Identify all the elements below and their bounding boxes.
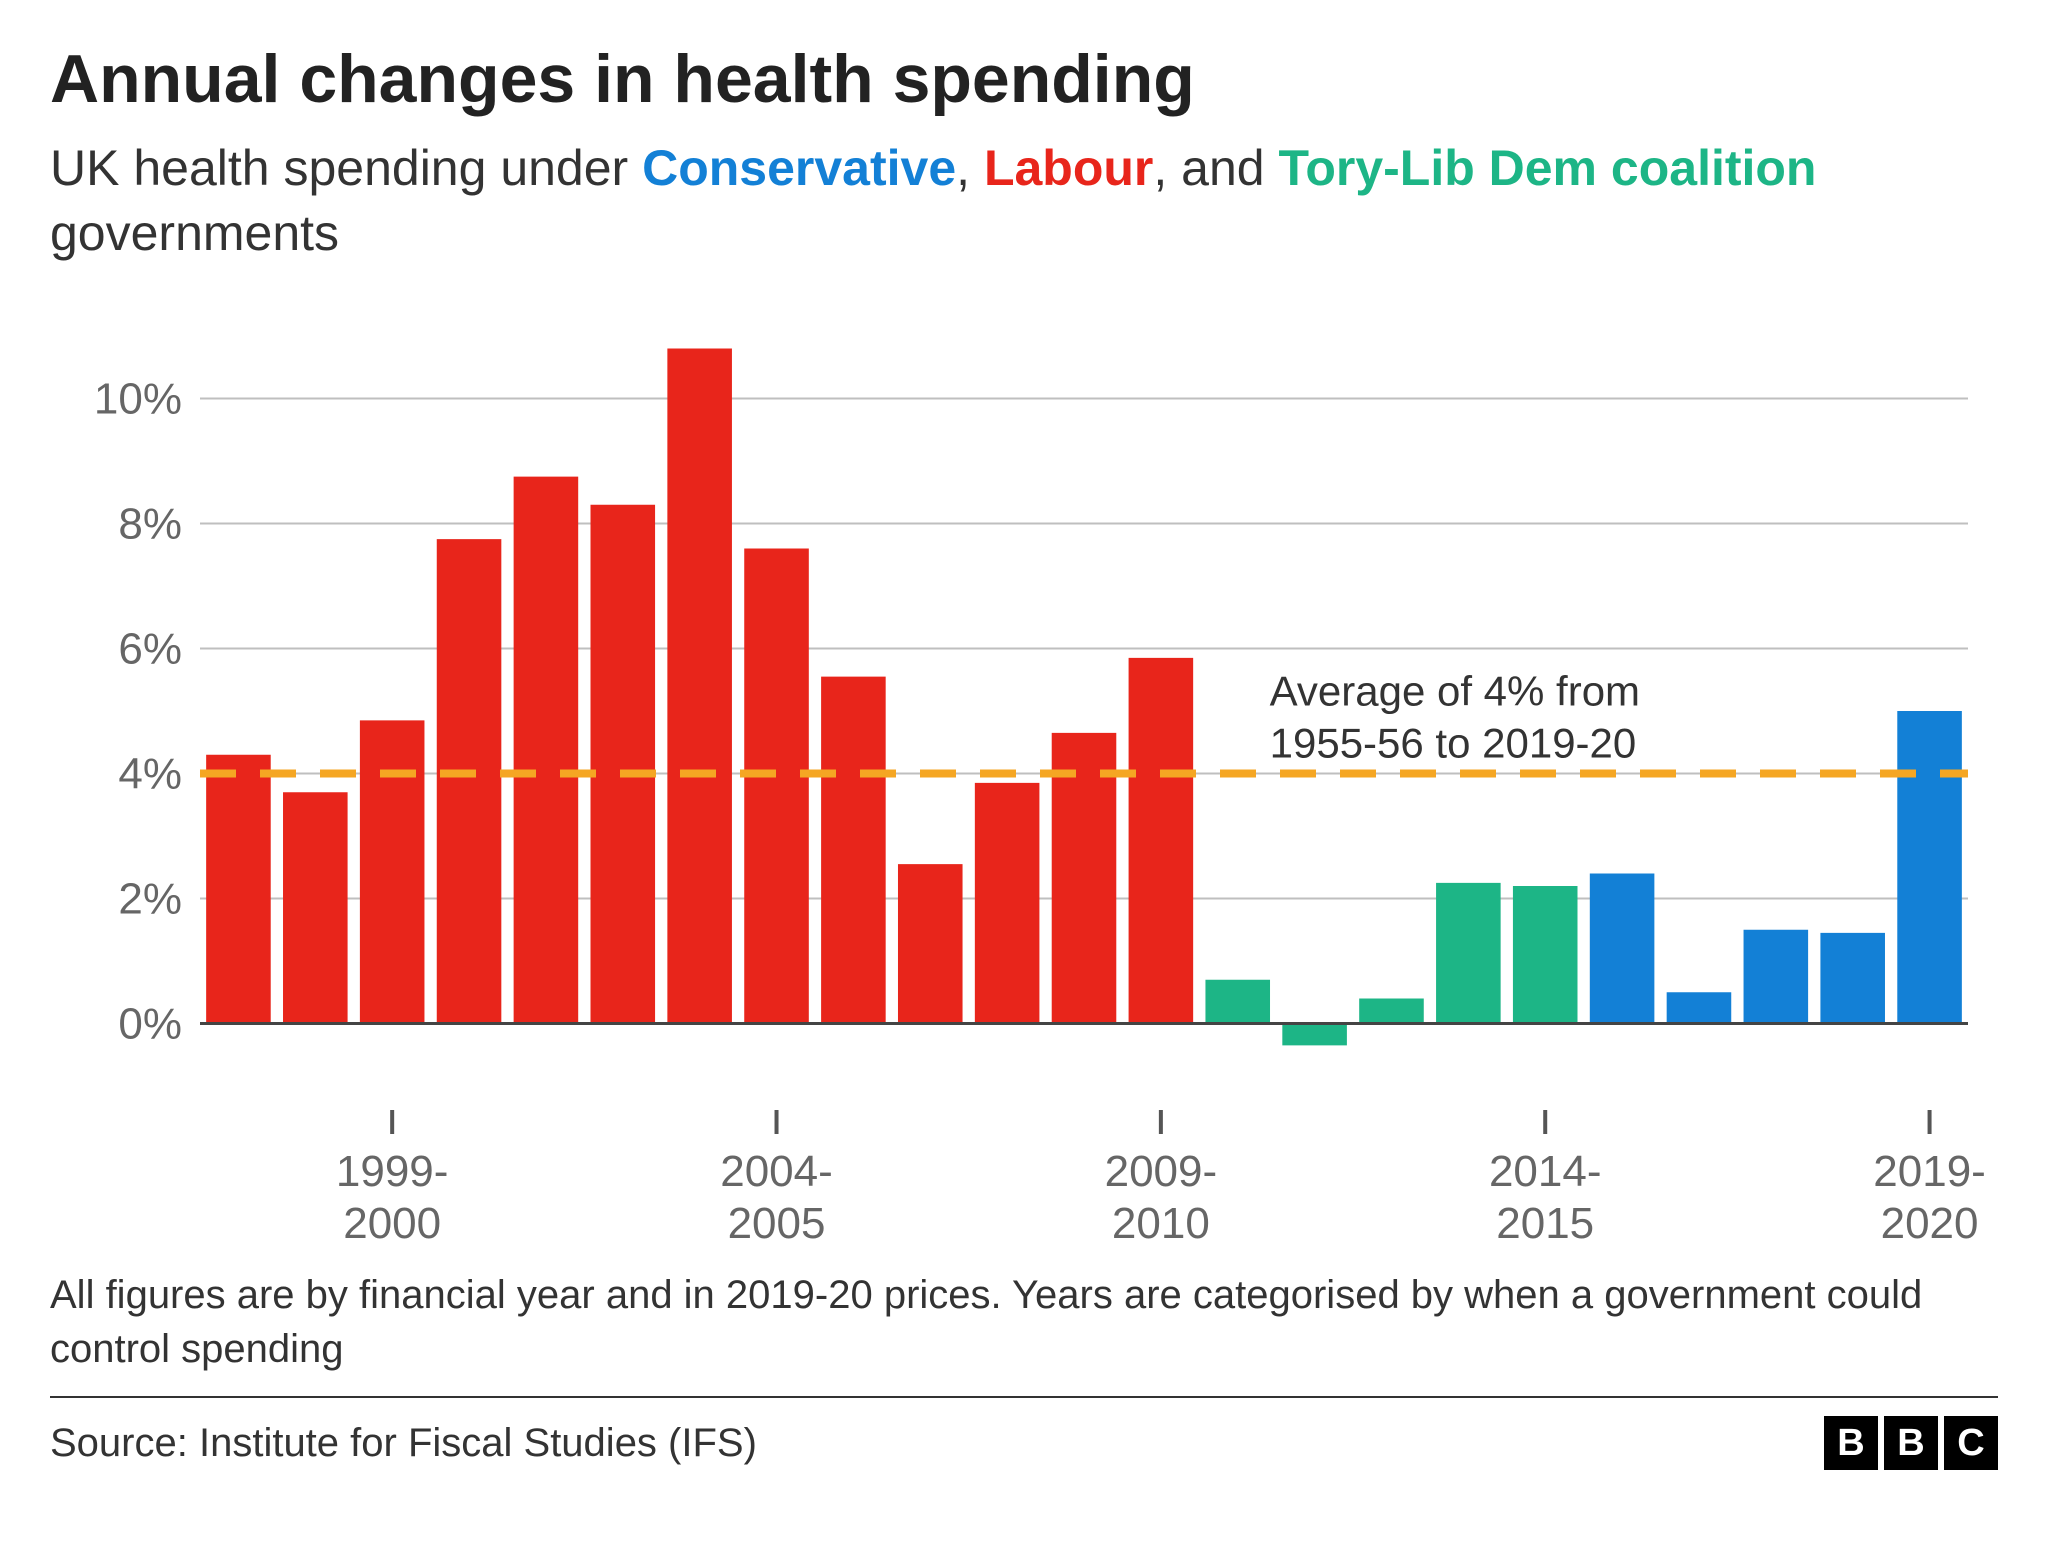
subtitle-segment: governments xyxy=(50,205,339,261)
y-axis-label: 4% xyxy=(118,750,182,799)
subtitle-segment: UK health spending under xyxy=(50,140,642,196)
subtitle-segment: Tory-Lib Dem coalition xyxy=(1278,140,1816,196)
subtitle-segment: Labour xyxy=(984,140,1153,196)
bar xyxy=(1590,874,1655,1024)
bar xyxy=(667,349,732,1024)
average-label-line2: 1955-56 to 2019-20 xyxy=(1270,720,1637,767)
bar xyxy=(1129,658,1194,1024)
y-axis-label: 6% xyxy=(118,625,182,674)
chart-area: 0% 2% 4% 6% 8% 10% Average of 4% from 1955-56 t… xyxy=(50,306,1998,1256)
x-axis-label: 2000 xyxy=(343,1199,441,1248)
bar xyxy=(437,539,502,1023)
bar-chart: 0% 2% 4% 6% 8% 10% Average of 4% from 1955-56 t… xyxy=(50,306,1998,1256)
bar xyxy=(1513,886,1578,1024)
bar xyxy=(744,549,809,1024)
x-axis-label: 2005 xyxy=(728,1199,826,1248)
source-row: Source: Institute for Fiscal Studies (IF… xyxy=(50,1396,1998,1492)
chart-subtitle: UK health spending under Conservative, L… xyxy=(50,136,1998,266)
bbc-logo-letter: B xyxy=(1884,1416,1938,1470)
bar xyxy=(206,755,271,1024)
x-axis-label: 1999- xyxy=(336,1147,449,1196)
bar xyxy=(1667,992,1732,1023)
bar xyxy=(283,792,348,1023)
bar xyxy=(1436,883,1501,1024)
y-axis-label: 2% xyxy=(118,875,182,924)
bar xyxy=(1282,1024,1347,1046)
y-axis-label: 8% xyxy=(118,500,182,549)
bar xyxy=(360,720,425,1023)
source-text: Source: Institute for Fiscal Studies (IF… xyxy=(50,1421,757,1466)
subtitle-segment: Conservative xyxy=(642,140,956,196)
x-axis-label: 2019- xyxy=(1873,1147,1986,1196)
x-axis-label: 2015 xyxy=(1496,1199,1594,1248)
x-axis-label: 2009- xyxy=(1105,1147,1218,1196)
bbc-logo-letter: C xyxy=(1944,1416,1998,1470)
bar xyxy=(1897,711,1962,1024)
x-axis-label: 2004- xyxy=(720,1147,833,1196)
x-axis-label: 2020 xyxy=(1881,1199,1979,1248)
bar xyxy=(514,477,579,1024)
average-label-line1: Average of 4% from xyxy=(1270,668,1640,715)
bar xyxy=(1820,933,1885,1024)
y-axis-label: 0% xyxy=(118,1000,182,1049)
bar xyxy=(1359,999,1424,1024)
bar xyxy=(898,864,963,1023)
subtitle-segment: , and xyxy=(1153,140,1278,196)
subtitle-segment: , xyxy=(956,140,984,196)
chart-footnote: All figures are by financial year and in… xyxy=(50,1268,1998,1376)
x-axis-label: 2014- xyxy=(1489,1147,1602,1196)
y-axis-label: 10% xyxy=(94,375,182,424)
bar xyxy=(1744,930,1809,1024)
bar xyxy=(1205,980,1270,1024)
bbc-logo-letter: B xyxy=(1824,1416,1878,1470)
x-axis-label: 2010 xyxy=(1112,1199,1210,1248)
bar xyxy=(590,505,655,1024)
bar xyxy=(821,677,886,1024)
chart-title: Annual changes in health spending xyxy=(50,40,1998,118)
bar xyxy=(975,783,1040,1024)
bbc-logo: BBC xyxy=(1824,1416,1998,1470)
